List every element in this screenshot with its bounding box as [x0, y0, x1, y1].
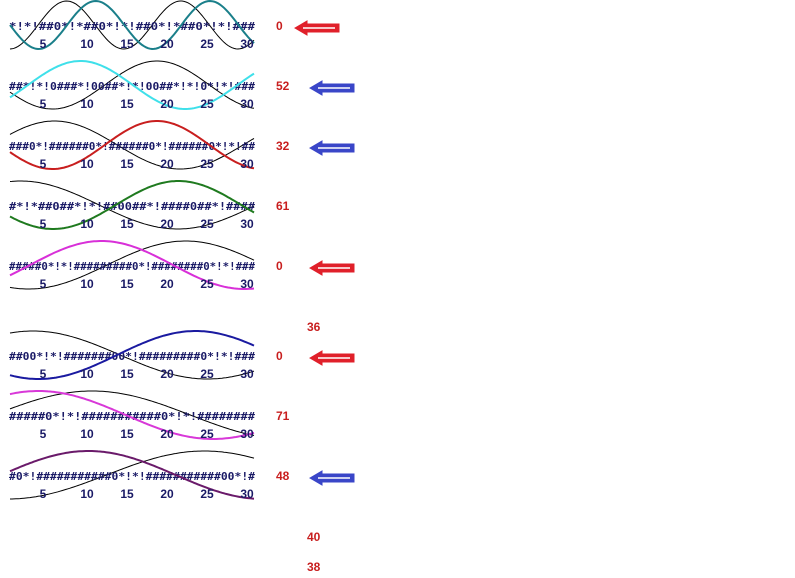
tick-label: 15 [120, 277, 134, 291]
tick-label: 10 [80, 97, 94, 111]
colored-wave [9, 330, 255, 380]
extra-number: 38 [307, 560, 321, 574]
tick-label: 15 [120, 217, 134, 231]
colored-wave [9, 450, 255, 500]
tick-label: 5 [40, 367, 47, 381]
tick-label: 20 [160, 157, 174, 171]
tick-label: 10 [80, 487, 94, 501]
pattern: #####0*!*!###########0*!*!######## [9, 410, 255, 423]
colored-wave [9, 120, 255, 170]
tick-label: 20 [160, 367, 174, 381]
tick-label: 10 [80, 37, 94, 51]
tick-label: 20 [160, 277, 174, 291]
tick-label: 30 [240, 157, 254, 171]
tick-label: 30 [240, 277, 254, 291]
tick-label: 25 [200, 37, 214, 51]
colored-wave [9, 240, 255, 290]
black-wave [9, 180, 255, 230]
row-number: 48 [276, 469, 290, 483]
row-number: 0 [276, 259, 283, 273]
black-wave [10, 450, 255, 500]
tick-label: 10 [80, 157, 94, 171]
pattern: #0*!###########0*!*!###########00*!# [9, 470, 255, 483]
tick-label: 5 [40, 277, 47, 291]
tick-label: 15 [120, 487, 134, 501]
tick-label: 10 [80, 427, 94, 441]
tick-label: 5 [40, 97, 47, 111]
pattern: ##00*!*!#######00*!#########0*!*!### [9, 350, 255, 363]
tick-label: 15 [120, 427, 134, 441]
colored-wave [9, 390, 255, 440]
extra-number: 40 [307, 530, 321, 544]
tick-label: 5 [40, 427, 47, 441]
black-wave [9, 0, 255, 50]
black-wave [9, 60, 255, 110]
black-wave [9, 390, 255, 436]
tick-label: 25 [200, 487, 214, 501]
row-number: 61 [276, 199, 290, 213]
pattern: *!*!##0*!*##0*!*!##0*!*##0*!*!### [9, 20, 255, 33]
tick-label: 25 [200, 217, 214, 231]
tick-label: 30 [240, 217, 254, 231]
tick-label: 25 [200, 97, 214, 111]
tick-label: 5 [40, 157, 47, 171]
tick-label: 30 [240, 97, 254, 111]
tick-label: 10 [80, 277, 94, 291]
tick-label: 10 [80, 217, 94, 231]
tick-label: 20 [160, 37, 174, 51]
tick-label: 15 [120, 97, 134, 111]
tick-label: 20 [160, 97, 174, 111]
tick-label: 25 [200, 427, 214, 441]
tick-label: 25 [200, 367, 214, 381]
pattern: #*!*##0##*!*!##00##*!####0##*!#### [9, 200, 255, 213]
tick-label: 25 [200, 277, 214, 291]
tick-label: 20 [160, 427, 174, 441]
tick-label: 20 [160, 217, 174, 231]
black-wave [9, 120, 255, 170]
tick-label: 25 [200, 157, 214, 171]
tick-label: 15 [120, 367, 134, 381]
tick-label: 15 [120, 37, 134, 51]
pattern: ##*!*!0###*!00##*!*!00##*!*!0*!*!### [9, 80, 255, 93]
pattern: ###0*!######0*!######0*!######0*!*!## [9, 140, 255, 153]
tick-label: 5 [40, 37, 47, 51]
colored-wave [9, 60, 255, 110]
extra-number: 36 [307, 320, 321, 334]
colored-wave [9, 0, 255, 51]
tick-label: 30 [240, 367, 254, 381]
pattern: #####0*!*!#########0*!########0*!*!### [9, 260, 255, 273]
colored-wave [9, 180, 255, 230]
tick-label: 15 [120, 157, 134, 171]
tick-label: 5 [40, 217, 47, 231]
black-wave [9, 240, 255, 290]
tick-label: 5 [40, 487, 47, 501]
row-number: 0 [276, 349, 283, 363]
tick-label: 30 [240, 37, 254, 51]
black-wave [9, 330, 255, 380]
row-number: 0 [276, 19, 283, 33]
row-number: 32 [276, 139, 290, 153]
row-number: 71 [276, 409, 290, 423]
tick-label: 30 [240, 427, 254, 441]
tick-label: 20 [160, 487, 174, 501]
tick-label: 10 [80, 367, 94, 381]
tick-label: 30 [240, 487, 254, 501]
row-number: 52 [276, 79, 290, 93]
